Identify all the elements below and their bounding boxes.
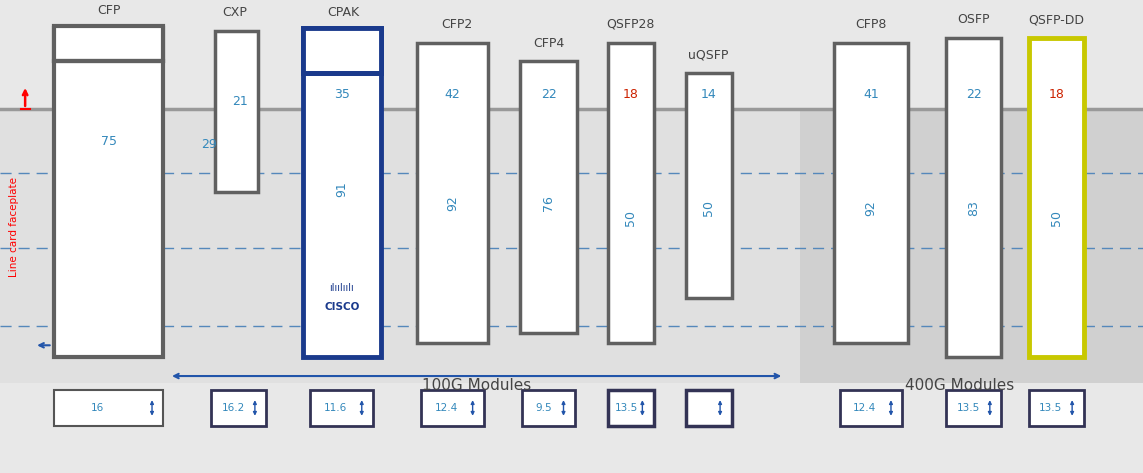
Bar [303, 28, 381, 73]
Text: 18: 18 [1048, 88, 1064, 101]
Text: 21: 21 [232, 95, 248, 108]
Bar [0, 0, 1143, 109]
Text: CFP4: CFP4 [533, 37, 565, 50]
Bar [608, 43, 654, 343]
Bar [520, 61, 577, 333]
Text: 42: 42 [445, 88, 461, 101]
Text: CFP: CFP [97, 4, 120, 17]
Bar [522, 390, 575, 426]
Text: CXP: CXP [222, 6, 247, 19]
Bar [946, 38, 1001, 357]
Text: CFP2: CFP2 [441, 18, 473, 31]
Text: 22: 22 [541, 88, 557, 101]
Text: 100G Modules: 100G Modules [422, 378, 531, 394]
Text: 83: 83 [967, 200, 981, 216]
Bar [1029, 38, 1084, 357]
Text: 76: 76 [542, 195, 555, 211]
Text: 75: 75 [101, 135, 117, 149]
Bar [215, 31, 258, 192]
Text: 14: 14 [701, 88, 717, 101]
Bar [800, 109, 1143, 383]
Text: 11.6: 11.6 [323, 403, 347, 413]
Text: 400G Modules: 400G Modules [905, 378, 1015, 394]
Text: 12.4: 12.4 [853, 403, 877, 413]
Text: 13.5: 13.5 [957, 403, 980, 413]
Bar [686, 390, 732, 426]
Text: 92: 92 [446, 195, 459, 211]
Bar [310, 390, 373, 426]
Text: 12.4: 12.4 [434, 403, 458, 413]
Bar [0, 109, 800, 383]
Bar [834, 43, 908, 343]
Text: 29: 29 [201, 138, 217, 151]
Text: 92: 92 [864, 200, 878, 216]
Text: 22: 22 [966, 88, 982, 101]
Bar [946, 390, 1001, 426]
Text: 41: 41 [863, 88, 879, 101]
Text: Line card faceplate: Line card faceplate [9, 177, 18, 277]
Text: OSFP: OSFP [958, 13, 990, 26]
Text: 13.5: 13.5 [1039, 403, 1062, 413]
Bar [839, 390, 903, 426]
Text: CISCO: CISCO [325, 302, 359, 312]
Text: 9.5: 9.5 [535, 403, 552, 413]
Bar [1029, 390, 1084, 426]
Bar [211, 390, 266, 426]
Bar [54, 390, 163, 426]
Text: 91: 91 [335, 181, 349, 197]
Text: 35: 35 [334, 88, 350, 101]
Text: QSFP28: QSFP28 [607, 18, 655, 31]
Text: 16.2: 16.2 [222, 403, 245, 413]
Bar [608, 390, 654, 426]
Bar [421, 390, 485, 426]
Bar [54, 28, 163, 357]
Text: 50: 50 [1049, 210, 1063, 226]
Text: QSFP-DD: QSFP-DD [1029, 13, 1084, 26]
Bar [686, 73, 732, 298]
Text: CFP8: CFP8 [855, 18, 887, 31]
Text: 16: 16 [91, 403, 104, 413]
Text: ılıılıılı: ılıılıılı [329, 283, 354, 293]
Text: CPAK: CPAK [327, 6, 359, 19]
Text: 50: 50 [702, 200, 716, 216]
Bar [54, 26, 163, 61]
Bar [303, 28, 381, 357]
Text: 18: 18 [623, 88, 639, 101]
Text: 13.5: 13.5 [615, 403, 638, 413]
Text: uQSFP: uQSFP [688, 49, 729, 61]
Bar [417, 43, 488, 343]
Text: 50: 50 [624, 210, 638, 226]
Bar [0, 383, 1143, 473]
